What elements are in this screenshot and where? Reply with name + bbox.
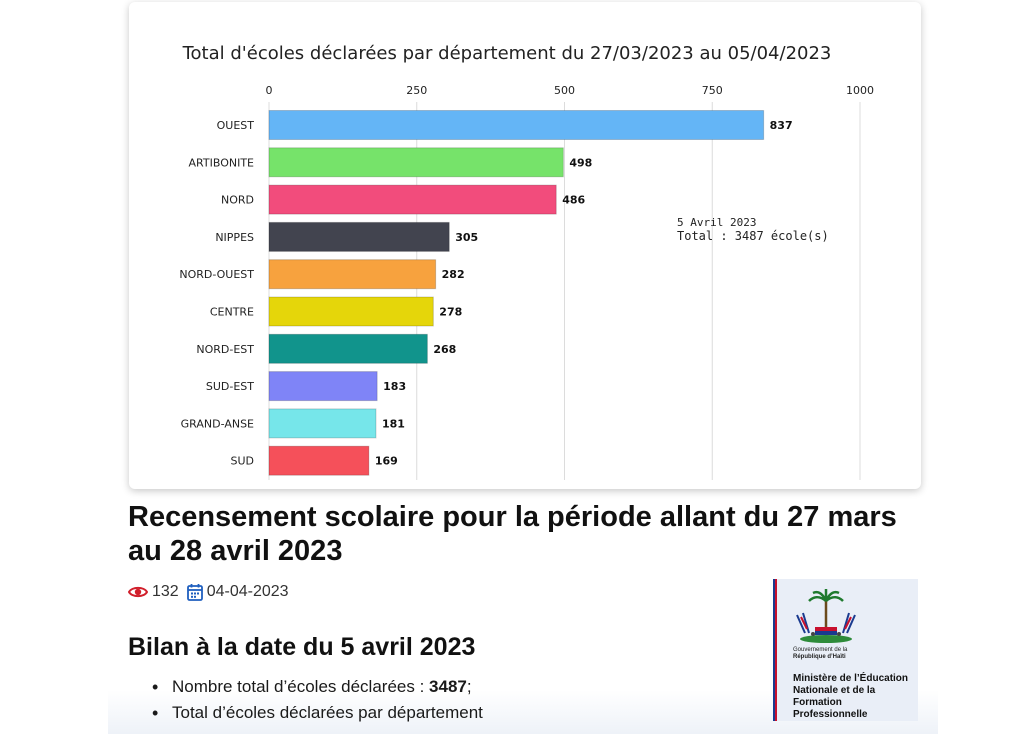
bar-nord-est: [268, 333, 428, 364]
chart-card: Total d'écoles déclarées par département…: [129, 2, 921, 489]
summary-list: Nombre total d’écoles déclarées : 3487; …: [150, 676, 483, 728]
category-label: NORD-OUEST: [179, 268, 254, 281]
category-label: SUD: [230, 455, 254, 468]
data-label: 268: [433, 343, 456, 356]
data-label: 282: [442, 268, 465, 281]
data-label: 181: [382, 417, 405, 430]
bar-sud: [268, 445, 370, 476]
article-meta: 132 04-04-2023: [128, 582, 289, 602]
x-tick-label: 500: [554, 84, 575, 97]
list-item-by-department: Total d’écoles déclarées par département: [150, 702, 483, 728]
category-label: NIPPES: [215, 231, 254, 244]
bar-nord-ouest: [268, 259, 437, 290]
eye-icon: [128, 585, 148, 599]
category-label: ARTIBONITE: [189, 156, 255, 169]
bullet-text: Total d’écoles déclarées par département: [172, 703, 483, 722]
data-label: 837: [770, 119, 793, 132]
bar-ouest: [268, 110, 765, 140]
bar-nord: [268, 184, 557, 215]
bar-centre: [268, 296, 434, 327]
data-label: 278: [439, 306, 462, 319]
category-label: NORD-EST: [196, 343, 254, 356]
bar-chart: Total d'écoles déclarées par département…: [179, 43, 874, 480]
category-label: CENTRE: [210, 306, 254, 319]
government-label: Gouvernement de la République d’Haïti: [793, 647, 848, 660]
category-label: SUD-EST: [206, 380, 254, 393]
coat-of-arms-icon: [796, 589, 856, 643]
x-tick-label: 750: [702, 84, 723, 97]
data-label: 183: [383, 380, 406, 393]
data-label: 486: [562, 194, 585, 207]
ministry-logo: Gouvernement de la République d’Haïti Mi…: [773, 579, 918, 721]
bullet-suffix: ;: [466, 677, 472, 696]
bar-grand-anse: [268, 408, 377, 439]
bar-nippes: [268, 221, 450, 252]
x-tick-label: 1000: [846, 84, 874, 97]
article-title: Recensement scolaire pour la période all…: [128, 501, 897, 567]
category-label: GRAND-ANSE: [181, 417, 254, 430]
publish-date: 04-04-2023: [206, 583, 289, 600]
annotation-date: 5 Avril 2023: [677, 216, 756, 229]
bullet-text: Nombre total d’écoles déclarées :: [172, 677, 430, 696]
annotation-total: Total : 3487 école(s): [677, 229, 829, 243]
calendar-icon: [186, 583, 203, 601]
data-label: 169: [375, 455, 398, 468]
category-label: OUEST: [217, 119, 255, 132]
view-count: 132: [152, 583, 179, 600]
data-label: 498: [569, 156, 592, 169]
x-tick-label: 0: [266, 84, 273, 97]
x-tick-label: 250: [406, 84, 427, 97]
total-value: 3487: [429, 677, 467, 696]
flag-stripe-blue: [773, 579, 775, 721]
bar-sud-est: [268, 371, 378, 402]
list-item-total: Nombre total d’écoles déclarées : 3487;: [150, 676, 483, 702]
category-label: NORD: [221, 194, 254, 207]
section-heading: Bilan à la date du 5 avril 2023: [128, 633, 476, 661]
bar-artibonite: [268, 147, 564, 178]
ministry-name: Ministère de l’Éducation Nationale et de…: [793, 673, 909, 720]
data-label: 305: [455, 231, 478, 244]
flag-stripe-red: [775, 579, 777, 721]
chart-title: Total d'écoles déclarées par département…: [182, 43, 832, 64]
